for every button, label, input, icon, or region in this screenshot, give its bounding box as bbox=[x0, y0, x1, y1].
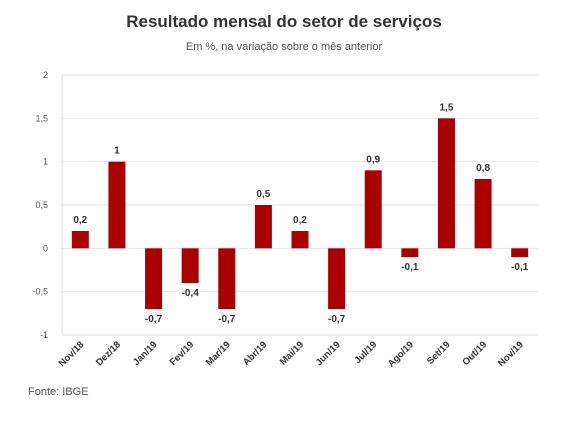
data-label: -0,4 bbox=[182, 288, 200, 299]
x-tick-label: Jul/19 bbox=[353, 339, 380, 366]
x-tick-label: Mar/19 bbox=[204, 339, 233, 368]
bar bbox=[511, 248, 529, 257]
x-tick-label: Fev/19 bbox=[168, 339, 197, 368]
bar bbox=[71, 231, 89, 249]
x-tick-label: Nov/18 bbox=[57, 339, 87, 369]
bar bbox=[108, 161, 126, 249]
bar bbox=[474, 179, 492, 249]
data-label: 0,2 bbox=[293, 215, 307, 226]
x-tick-label: Out/19 bbox=[461, 339, 490, 368]
x-tick-label: Mai/19 bbox=[278, 339, 306, 367]
bar bbox=[181, 248, 199, 283]
data-label: 1 bbox=[114, 146, 120, 157]
x-tick-label: Ago/19 bbox=[386, 339, 416, 369]
x-tick-label: Nov/19 bbox=[496, 339, 526, 369]
data-label: -0,7 bbox=[145, 314, 163, 325]
bar bbox=[145, 248, 163, 309]
data-label: 0,8 bbox=[476, 163, 490, 174]
bar bbox=[437, 118, 455, 249]
chart-title: Resultado mensal do setor de serviços bbox=[126, 12, 442, 31]
y-tick-label: -0,5 bbox=[32, 287, 48, 297]
bar bbox=[328, 248, 346, 309]
y-tick-label: 0,5 bbox=[35, 200, 48, 210]
x-tick-label: Abr/19 bbox=[241, 339, 270, 368]
data-label: 0,2 bbox=[73, 215, 87, 226]
x-tick-label: Jun/19 bbox=[314, 339, 343, 368]
y-tick-label: 0 bbox=[43, 243, 48, 253]
bar bbox=[254, 205, 272, 249]
y-tick-label: -1 bbox=[40, 330, 48, 340]
bar bbox=[364, 170, 382, 249]
data-label: 1,5 bbox=[440, 102, 454, 113]
source-note: Fonte: IBGE bbox=[28, 386, 89, 398]
data-label: -0,1 bbox=[511, 262, 529, 273]
y-tick-label: 2 bbox=[43, 70, 48, 80]
data-label: -0,7 bbox=[218, 314, 236, 325]
bar bbox=[218, 248, 236, 309]
bar bbox=[291, 231, 309, 249]
data-label: 0,5 bbox=[256, 189, 270, 200]
y-tick-label: 1 bbox=[43, 157, 48, 167]
chart-subtitle: Em %, na variação sobre o mês anterior bbox=[185, 41, 383, 53]
data-label: 0,9 bbox=[366, 154, 380, 165]
x-tick-label: Set/19 bbox=[425, 339, 453, 367]
bar bbox=[401, 248, 419, 257]
data-label: -0,7 bbox=[328, 314, 346, 325]
x-tick-label: Jan/19 bbox=[131, 339, 160, 368]
x-tick-label: Dez/18 bbox=[94, 339, 123, 368]
data-label: -0,1 bbox=[401, 262, 419, 273]
y-tick-label: 1,5 bbox=[35, 113, 48, 123]
